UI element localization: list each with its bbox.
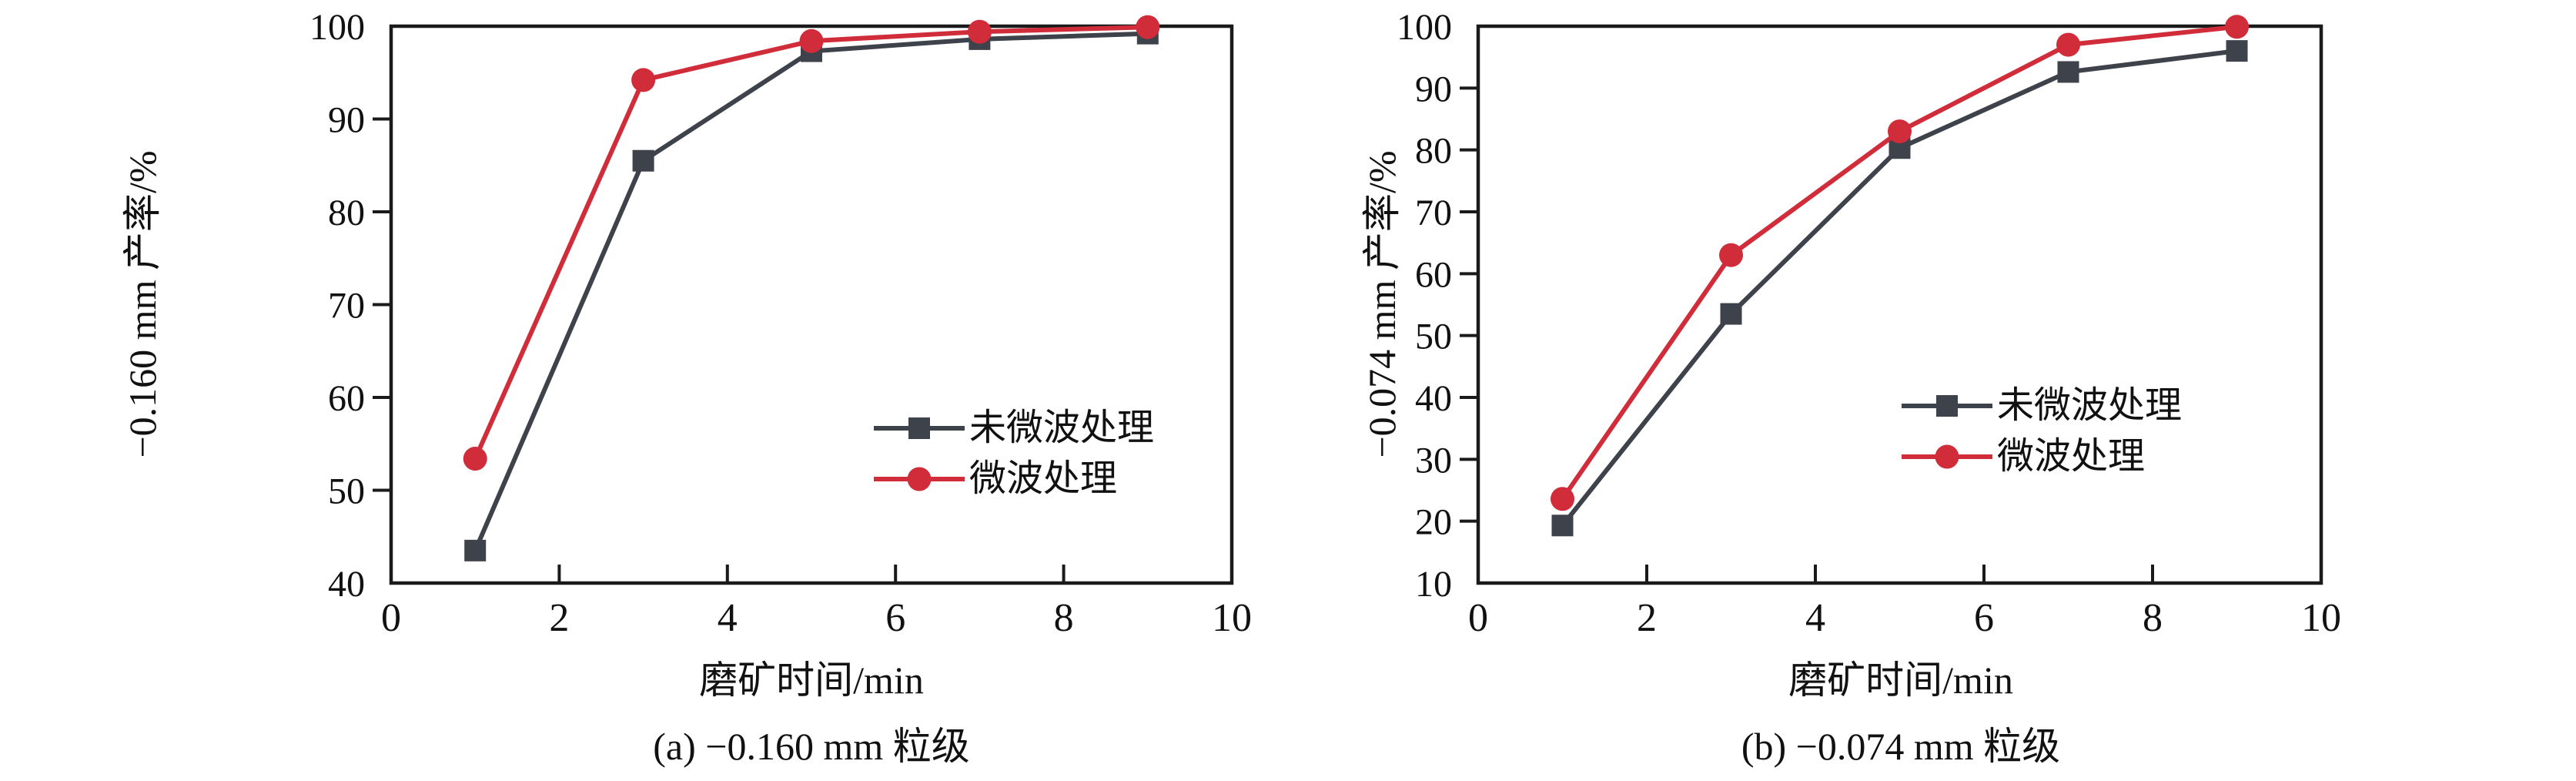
data-point-circle	[463, 447, 487, 471]
y-tick-label: 100	[1397, 7, 1452, 48]
y-tick-label: 90	[328, 100, 365, 141]
x-tick-label: 6	[885, 596, 905, 640]
legend-swatch-square-icon	[1902, 395, 1992, 417]
x-tick-label: 10	[1212, 596, 1252, 640]
data-point-circle	[2056, 32, 2080, 57]
x-tick-label: 0	[1468, 596, 1488, 640]
y-tick-label: 80	[328, 193, 365, 233]
legend-label-untreated: 未微波处理	[969, 407, 1155, 448]
y-tick-label: 20	[1415, 502, 1452, 543]
x-tick-label: 0	[381, 596, 401, 640]
x-tick-label: 6	[1974, 596, 1994, 640]
y-tick-label: 60	[328, 378, 365, 419]
y-tick-label: 40	[328, 564, 365, 605]
plot-area-b: 0 2 4 6 8 10 10 20 30 40 50 60 70 80 90 100	[1397, 7, 2341, 640]
x-tick-label: 8	[2143, 596, 2163, 640]
legend-item-untreated: 未微波处理	[874, 407, 1154, 450]
data-point-square	[464, 539, 487, 561]
y-tick-label: 30	[1415, 440, 1452, 481]
data-point-circle	[1551, 487, 1574, 511]
x-axis-title-a: 磨矿时间/min	[699, 659, 924, 702]
x-tick-label: 10	[2301, 596, 2341, 640]
legend-marker-circle	[1935, 444, 1959, 469]
y-tick-label: 80	[1415, 131, 1452, 172]
series-line-treated	[473, 25, 1148, 460]
y-tick-label: 70	[1415, 193, 1452, 233]
legend-a: 未微波处理 微波处理	[874, 407, 1154, 501]
x-tick-label: 8	[1054, 596, 1074, 640]
legend-marker-circle	[907, 467, 932, 491]
x-tick-label: 2	[549, 596, 569, 640]
y-axis-title-b: −0.074 mm 产率/%	[1360, 150, 1403, 458]
plot-frame	[1476, 24, 2323, 585]
plot-area-a: 0 2 4 6 8 10 40 50 60 70 80 90 100	[309, 7, 1252, 640]
y-tick-label: 40	[1415, 378, 1452, 419]
data-point-square	[2226, 40, 2248, 62]
legend-label-untreated: 未微波处理	[1997, 385, 2183, 426]
data-point-square	[2057, 61, 2079, 83]
legend-item-treated: 微波处理	[874, 458, 1154, 501]
data-point-square	[632, 149, 654, 172]
legend-marker-square	[908, 417, 930, 439]
y-axis-title-a: −0.160 mm 产率/%	[121, 150, 164, 458]
legend-swatch-square-icon	[874, 417, 965, 439]
x-tick-label: 2	[1637, 596, 1657, 640]
y-tick-label: 100	[309, 7, 365, 48]
data-point-circle	[799, 28, 824, 53]
legend-item-treated: 微波处理	[1902, 435, 2182, 478]
y-tick-label: 70	[328, 286, 365, 327]
legend-swatch-circle-icon	[874, 467, 965, 491]
legend-label-treated: 微波处理	[969, 458, 1118, 499]
data-point-circle	[1888, 119, 1912, 144]
caption-a: (a) −0.160 mm 粒级	[653, 725, 970, 768]
y-tick-label: 50	[1415, 317, 1452, 357]
caption-b: (b) −0.074 mm 粒级	[1741, 725, 2061, 768]
x-tick-label: 4	[1805, 596, 1825, 640]
data-point-square	[1720, 303, 1742, 325]
y-tick-label: 60	[1415, 254, 1452, 295]
x-tick-label: 4	[718, 596, 738, 640]
data-point-circle	[1136, 15, 1160, 39]
data-point-square	[1551, 515, 1574, 537]
x-axis-title-b: 磨矿时间/min	[1788, 659, 2013, 702]
data-point-circle	[2225, 15, 2249, 39]
data-point-circle	[1719, 243, 1743, 267]
data-point-circle	[631, 68, 656, 92]
y-tick-label: 10	[1415, 564, 1452, 605]
legend-swatch-circle-icon	[1902, 444, 1992, 469]
legend-label-treated: 微波处理	[1997, 436, 2146, 477]
legend-b: 未微波处理 微波处理	[1902, 384, 2182, 478]
legend-marker-square	[1936, 395, 1958, 417]
y-tick-label: 90	[1415, 69, 1452, 109]
legend-item-untreated: 未微波处理	[1902, 384, 2182, 427]
y-tick-label: 50	[328, 471, 365, 512]
data-point-circle	[967, 19, 992, 44]
